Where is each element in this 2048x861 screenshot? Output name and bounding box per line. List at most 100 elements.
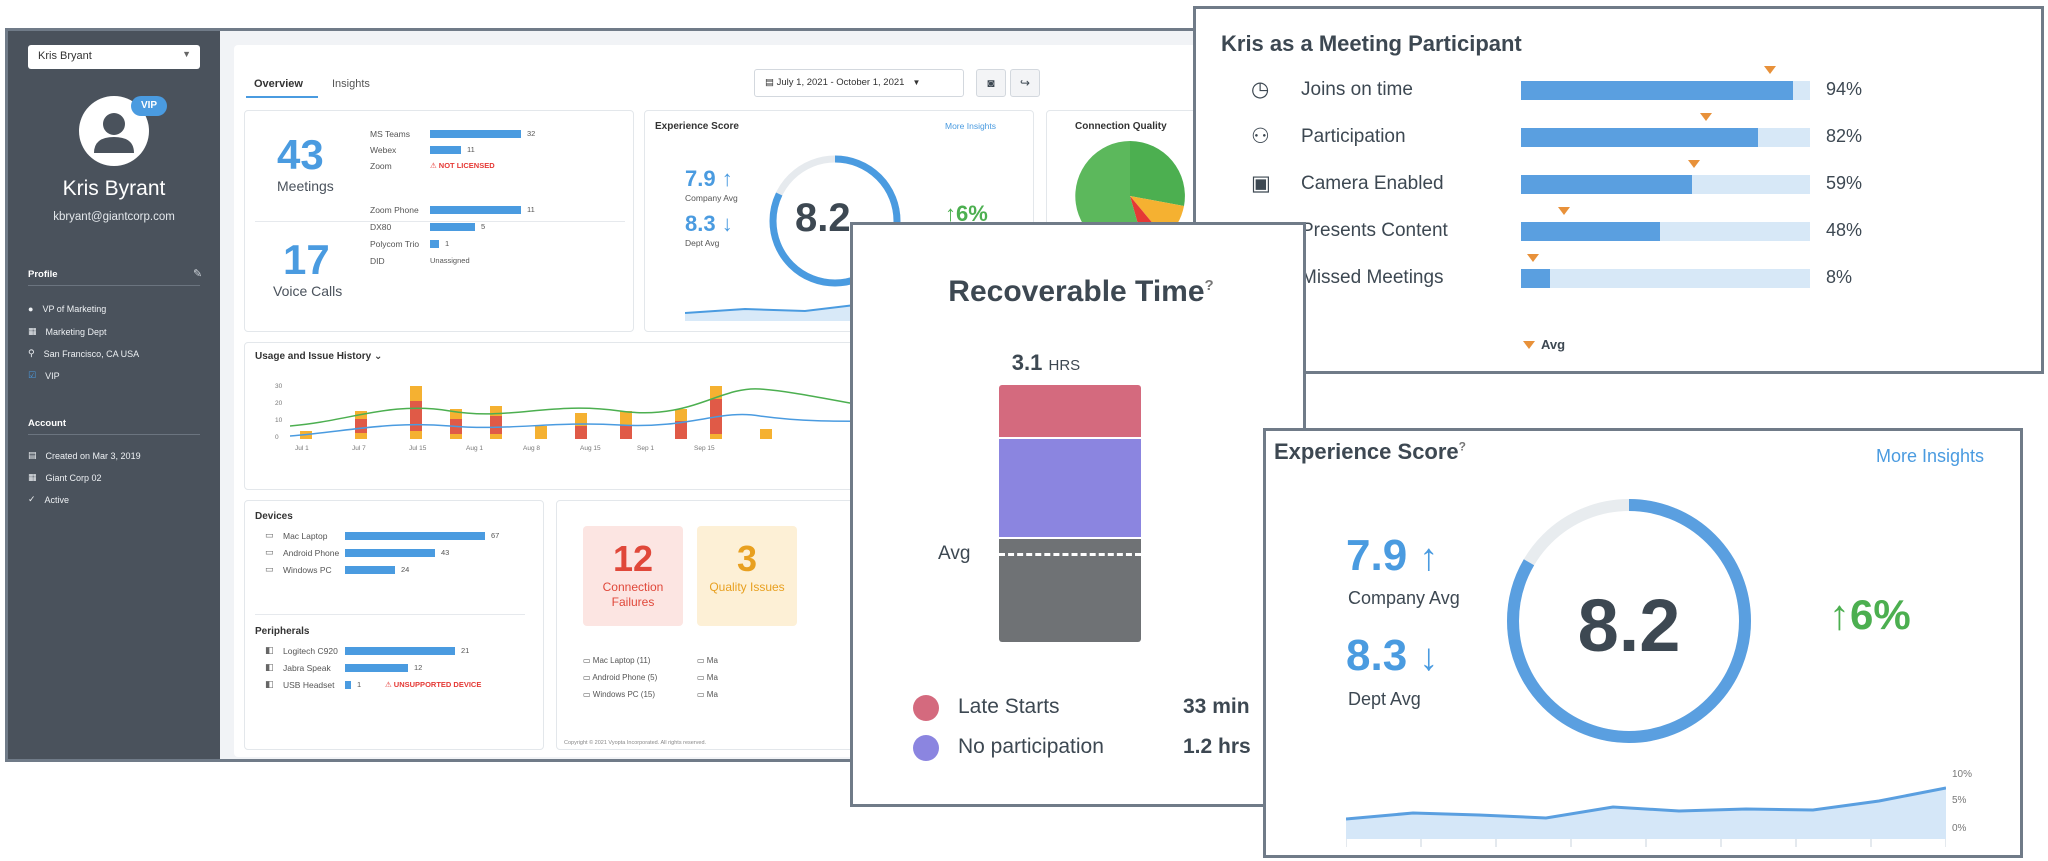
user-name: Kris Byrant [62,177,166,200]
usage-title[interactable]: Usage and Issue History ⌄ [255,351,383,362]
row-bar [345,681,351,689]
row-label: Polycom Trio [370,239,420,249]
sidebar: Kris Bryant ▼ VIP Kris Byrant kbryant@gi… [8,31,220,759]
divider [28,434,200,435]
row-label: Jabra Speak [283,663,331,673]
legend-dot [913,695,939,721]
trend-y-tick: 5% [1952,795,1967,806]
score-ring [769,155,901,287]
x-tick: Aug 8 [523,445,540,452]
metric-fill [1521,128,1758,147]
camera-icon[interactable]: ◙ [976,69,1006,97]
dashboard-window: Kris Bryant ▼ VIP Kris Byrant kbryant@gi… [5,28,1215,762]
row-label: DX80 [370,222,392,232]
company-label: Company Avg [1348,588,1460,608]
experience-title: Experience Score [655,121,739,132]
tab-insights[interactable]: Insights [332,78,370,90]
account-item: ▤ Created on Mar 3, 2019 [28,450,141,461]
row-value: 1 [357,680,362,689]
person-icon: ⚇ [1251,125,1270,148]
peripherals-title: Peripherals [255,626,310,637]
row-bar [345,566,395,574]
date-range-picker[interactable]: ▤ July 1, 2021 - October 1, 2021 ▼ [754,69,964,97]
calls-label: Voice Calls [273,283,343,299]
device-icon: ▭ Ma [697,690,718,699]
more-insights-link[interactable]: More Insights [1876,446,1985,466]
avg-label: Avg [938,543,971,564]
profile-item: ☑ VIP [28,370,60,381]
user-select[interactable]: Kris Bryant ▼ [28,45,200,69]
metric-percent: 8% [1826,267,1853,287]
edit-icon[interactable]: ✎ [193,268,203,280]
row-label: USB Headset [283,680,335,690]
y-tick: 20 [275,400,283,407]
user-email: kbryant@giantcorp.com [53,211,175,223]
dept-label: Dept Avg [685,238,720,248]
row-value: 43 [441,548,450,557]
calendar-icon: ▤ [28,450,37,460]
metric-label: Camera Enabled [1301,173,1444,194]
connection-quality-title: Connection Quality [1075,121,1167,132]
chevron-down-icon: ⌄ [373,351,383,362]
row-value: 67 [491,531,500,540]
profile-item: ● VP of Marketing [28,304,107,314]
usage-chart [290,386,911,439]
row-bar [430,206,521,214]
metric-track [1521,66,1810,100]
row-value: 5 [481,222,486,231]
x-tick: Aug 15 [580,445,601,452]
tab-overview[interactable]: Overview [254,78,303,90]
help-icon[interactable]: ? [1458,439,1467,454]
account-item: ▦ Giant Corp 02 [28,472,102,483]
chevron-down-icon: ▼ [912,78,921,87]
down-arrow-icon: ↓ [1419,637,1439,679]
metric-percent: 48% [1826,220,1863,240]
participant-panel: Kris as a Meeting Participant ◷ Joins on … [1193,6,2044,374]
help-icon[interactable]: ? [1204,277,1214,294]
device-icon: ◧ [265,645,274,655]
device-icon: ▭ Ma [697,656,718,665]
row-label: Mac Laptop [283,531,328,541]
stack-segment [999,385,1141,439]
metric-label: Presents Content [1301,220,1448,241]
score-trend [1346,786,1946,847]
camera-icon: ▣ [1251,172,1271,195]
quality-issues-tile[interactable]: 3 Quality Issues [697,526,797,626]
experience-panel-title: Experience Score [1274,439,1459,464]
avg-marker [1527,254,1539,262]
row-bar [430,240,439,248]
more-insights-link[interactable]: More Insights [945,121,997,131]
quality-count: 3 [736,538,758,579]
row-value: 11 [527,205,535,214]
row-bar [345,532,485,540]
divider [255,221,625,222]
building-icon: ▦ [28,326,37,336]
divider [255,614,525,615]
device-icon: ▭ [265,564,274,574]
devices-card: Devices ▭ Mac Laptop 67 ▭ Android Phone 43 ▭ Wi… [244,500,544,750]
failures-label: Connection Failures [602,580,664,609]
row-value: 11 [467,145,475,154]
checkbox-icon[interactable]: ☑ [28,370,37,380]
device-icon: ▭ [265,530,274,540]
profile-item: ⚲ San Francisco, CA USA [28,348,140,359]
legend-label: Late Starts [958,695,1060,718]
avg-marker [1558,207,1570,215]
legend-value: 1.2 hrs [1183,735,1251,758]
person-icon: ● [28,304,34,314]
avg-line [999,553,1141,556]
device-icon: ◧ [265,679,274,689]
connection-failures-tile[interactable]: 12 Connection Failures [583,526,683,626]
tab-underline [246,96,318,98]
row-value: 1 [445,239,450,248]
share-icon[interactable]: ↪ [1010,69,1040,97]
row-label: Webex [370,145,397,155]
usage-line-blue [290,413,911,437]
profile-item: ▦ Marketing Dept [28,326,107,337]
y-tick: 30 [275,383,283,390]
metric-track [1521,207,1810,241]
score-ring [1507,499,1751,743]
device-icon: ▭ [265,547,274,557]
metric-fill [1521,269,1550,288]
company-score: 7.9 [685,166,716,191]
